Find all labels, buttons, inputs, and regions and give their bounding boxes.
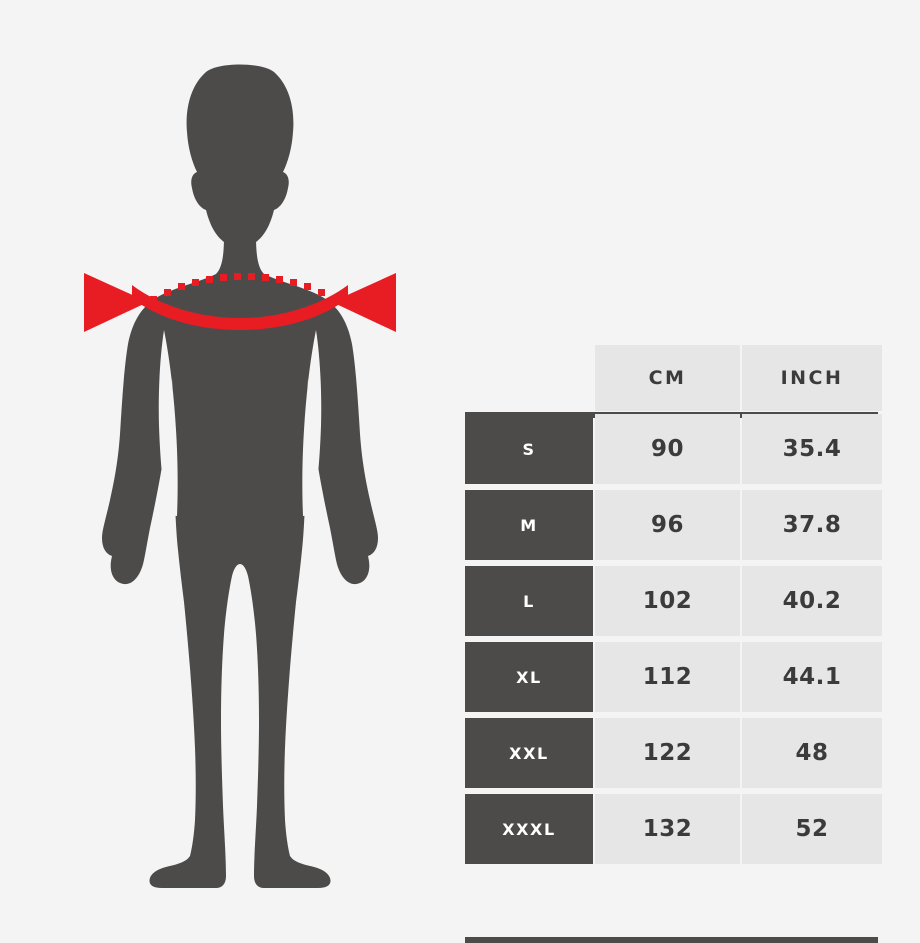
measure-arrow-left: [84, 273, 148, 332]
measure-arrow-right: [332, 273, 396, 332]
footer-divider: [465, 937, 878, 943]
measure-dots: [150, 273, 339, 303]
table-header-row: CM INCH: [465, 345, 882, 411]
size-chart-page: CM INCH S 90 35.4 M 96 37.8 L 102 40.2 X…: [40, 30, 882, 943]
table-row: S: [465, 414, 593, 484]
table-body: S 90 35.4 M 96 37.8 L 102 40.2 XL 112 44…: [465, 414, 882, 943]
table-cell-cm: 96: [595, 490, 740, 560]
table-cell-cm: 102: [595, 566, 740, 636]
column-header-size: [465, 345, 593, 411]
table-cell-cm: 90: [595, 414, 740, 484]
column-header-cm: CM: [595, 345, 740, 411]
measure-band: [132, 285, 348, 330]
table-cell-inch: 35.4: [742, 414, 882, 484]
table-row: XXL: [465, 718, 593, 788]
table-cell-inch: 52: [742, 794, 882, 864]
table-cell-cm: 112: [595, 642, 740, 712]
torso-shape: [102, 236, 378, 888]
table-row: XXXL: [465, 794, 593, 864]
size-table: CM INCH S 90 35.4 M 96 37.8 L 102 40.2 X…: [465, 345, 882, 943]
table-cell-inch: 48: [742, 718, 882, 788]
table-cell-cm: 122: [595, 718, 740, 788]
left-arm-gap: [158, 330, 178, 516]
table-row: L: [465, 566, 593, 636]
table-cell-inch: 40.2: [742, 566, 882, 636]
table-cell-inch: 37.8: [742, 490, 882, 560]
right-arm-gap: [302, 330, 322, 516]
table-cell-inch: 44.1: [742, 642, 882, 712]
table-cell-cm: 132: [595, 794, 740, 864]
table-row: M: [465, 490, 593, 560]
chest-measurement-arrow: [84, 273, 396, 332]
body-figure: [40, 30, 440, 890]
legs-gap: [230, 578, 250, 862]
column-header-inch: INCH: [742, 345, 882, 411]
table-row: XL: [465, 642, 593, 712]
head-shape: [186, 64, 294, 242]
